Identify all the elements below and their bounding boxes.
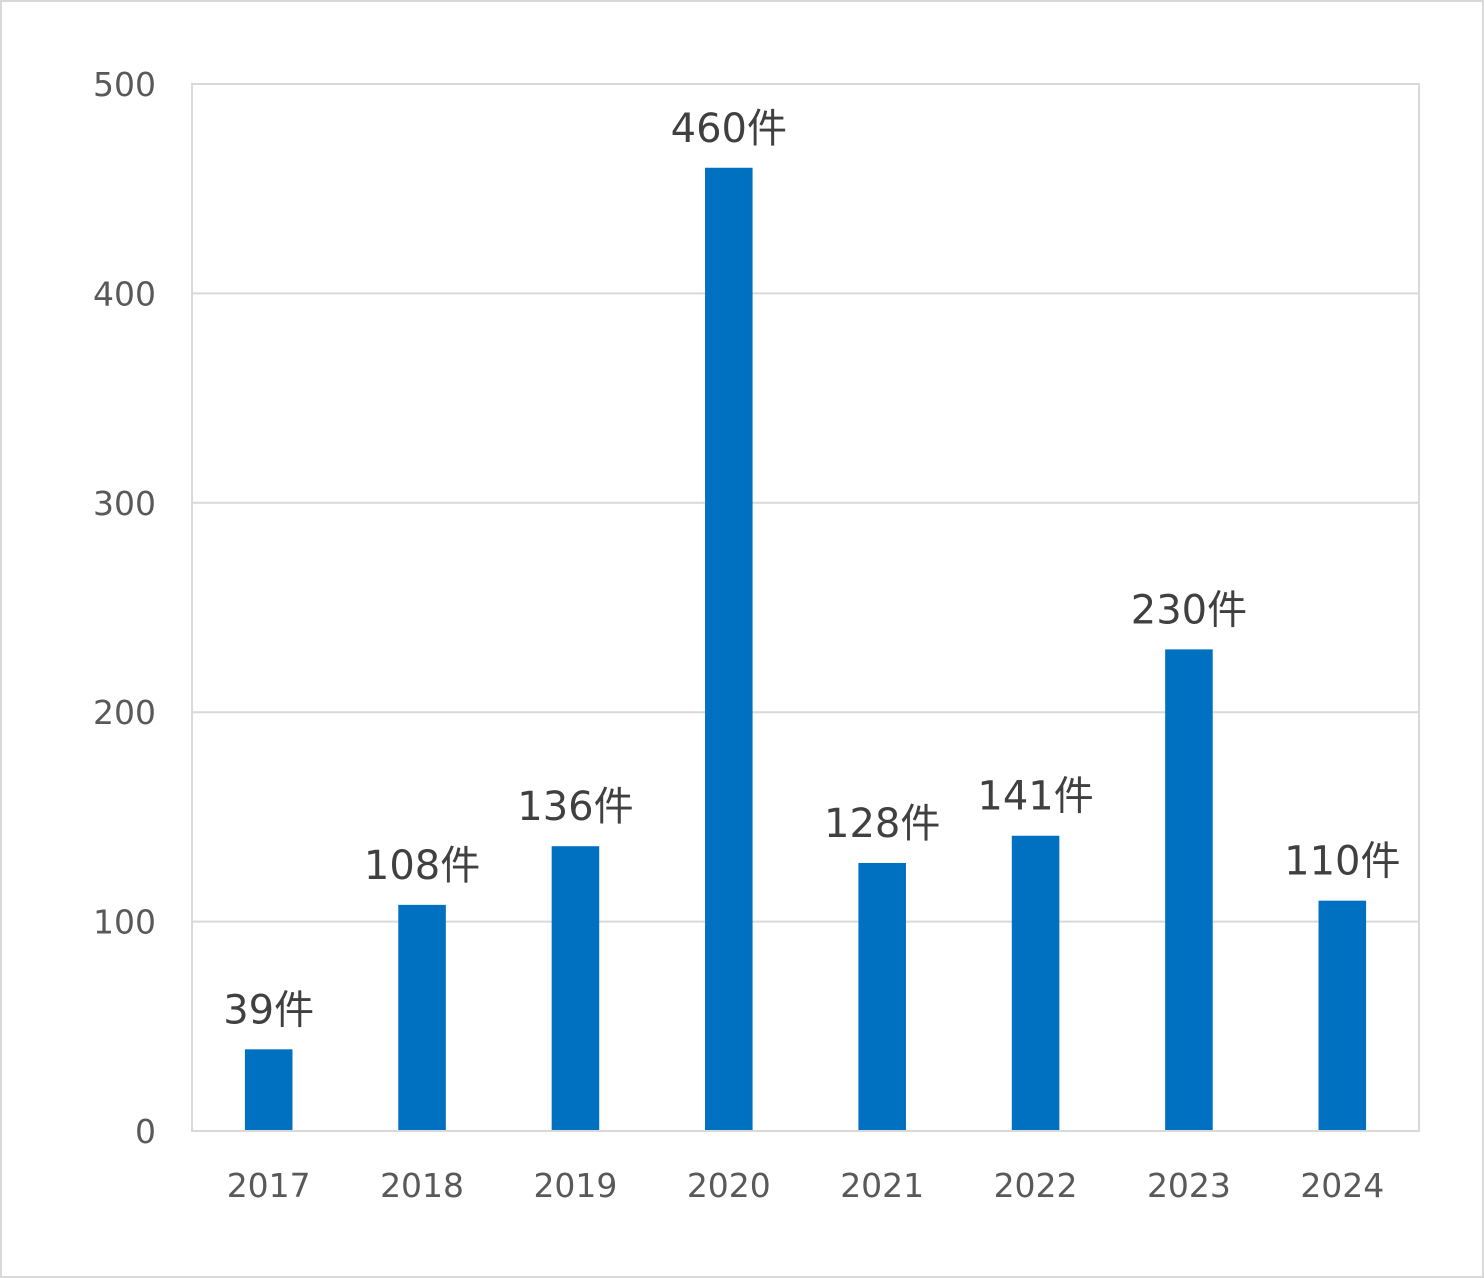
y-tick-label: 200 [93,693,156,732]
y-tick-label: 100 [93,903,156,942]
data-label-2024: 110件 [1284,839,1400,885]
data-label-2022: 141件 [977,774,1093,820]
x-tick-label-2024: 2024 [1300,1166,1384,1205]
bar-2021 [858,862,906,1131]
y-tick-label: 500 [93,65,156,104]
data-label-2021: 128件 [824,801,940,847]
y-tick-label: 0 [135,1112,156,1151]
data-label-2017: 39件 [223,987,314,1033]
x-tick-label-2019: 2019 [533,1166,617,1205]
x-tick-label-2022: 2022 [994,1166,1078,1205]
x-tick-label-2023: 2023 [1147,1166,1231,1205]
y-tick-label: 400 [93,274,156,313]
y-tick-label: 300 [93,484,156,523]
x-tick-label-2021: 2021 [840,1166,924,1205]
data-label-2019: 136件 [517,784,633,830]
bar-2018 [398,904,446,1131]
data-label-2018: 108件 [364,843,480,889]
plot-border [191,83,1420,1132]
bar-2017 [244,1049,293,1131]
bar-2019 [551,846,600,1131]
data-label-2023: 230件 [1131,587,1247,633]
data-label-2020: 460件 [671,106,787,152]
x-tick-label-2020: 2020 [687,1166,771,1205]
x-tick-label-2017: 2017 [227,1166,311,1205]
bar-2023 [1165,649,1213,1131]
bar-2020 [705,167,753,1131]
gridlines [192,292,1419,923]
bars [244,167,1367,1131]
axes [191,83,1420,1132]
x-tick-label-2018: 2018 [380,1166,464,1205]
labels: 0 100 200 300 400 500 39件 2017 108件 2018 136件 2019 4… [93,65,1400,1205]
bar-2022 [1011,835,1060,1131]
bar-2024 [1318,900,1367,1131]
